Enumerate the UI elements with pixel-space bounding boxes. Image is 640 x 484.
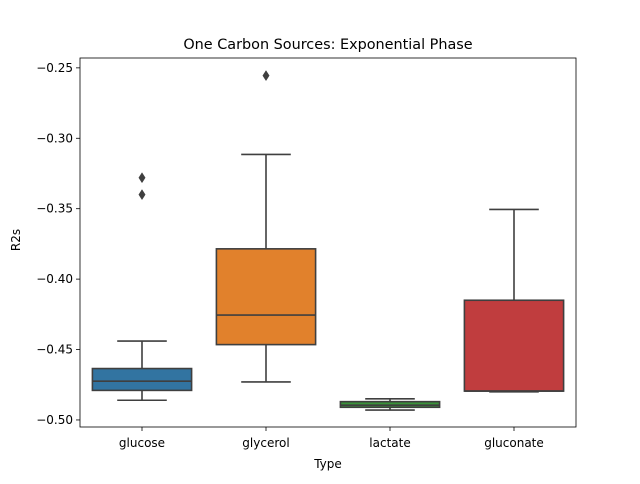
outlier-point	[138, 189, 146, 201]
x-tick-label: glycerol	[242, 436, 289, 450]
y-tick-label: −0.35	[36, 202, 73, 216]
y-tick-label: −0.30	[36, 131, 73, 145]
plot-area: −0.25 −0.30 −0.35 −0.40 −0.45 −0.50 glucose gly…	[36, 57, 577, 450]
outlier-point	[138, 172, 146, 184]
y-axis-label: R2s	[9, 229, 23, 251]
chart-title: One Carbon Sources: Exponential Phase	[183, 37, 472, 53]
box-gluconate	[463, 299, 565, 392]
box-glycerol	[215, 248, 317, 346]
y-tick-label: −0.40	[36, 272, 73, 286]
y-tick-label: −0.25	[36, 61, 73, 75]
x-axis-label: Type	[313, 457, 342, 471]
box-glucose	[91, 367, 193, 392]
y-tick-label: −0.50	[36, 413, 73, 427]
x-tick-label: lactate	[369, 436, 410, 450]
outlier-point	[262, 70, 270, 82]
plot-frame	[79, 57, 577, 428]
y-tick-label: −0.45	[36, 343, 73, 357]
x-tick-label: glucose	[119, 436, 165, 450]
x-tick-label: gluconate	[484, 436, 544, 450]
